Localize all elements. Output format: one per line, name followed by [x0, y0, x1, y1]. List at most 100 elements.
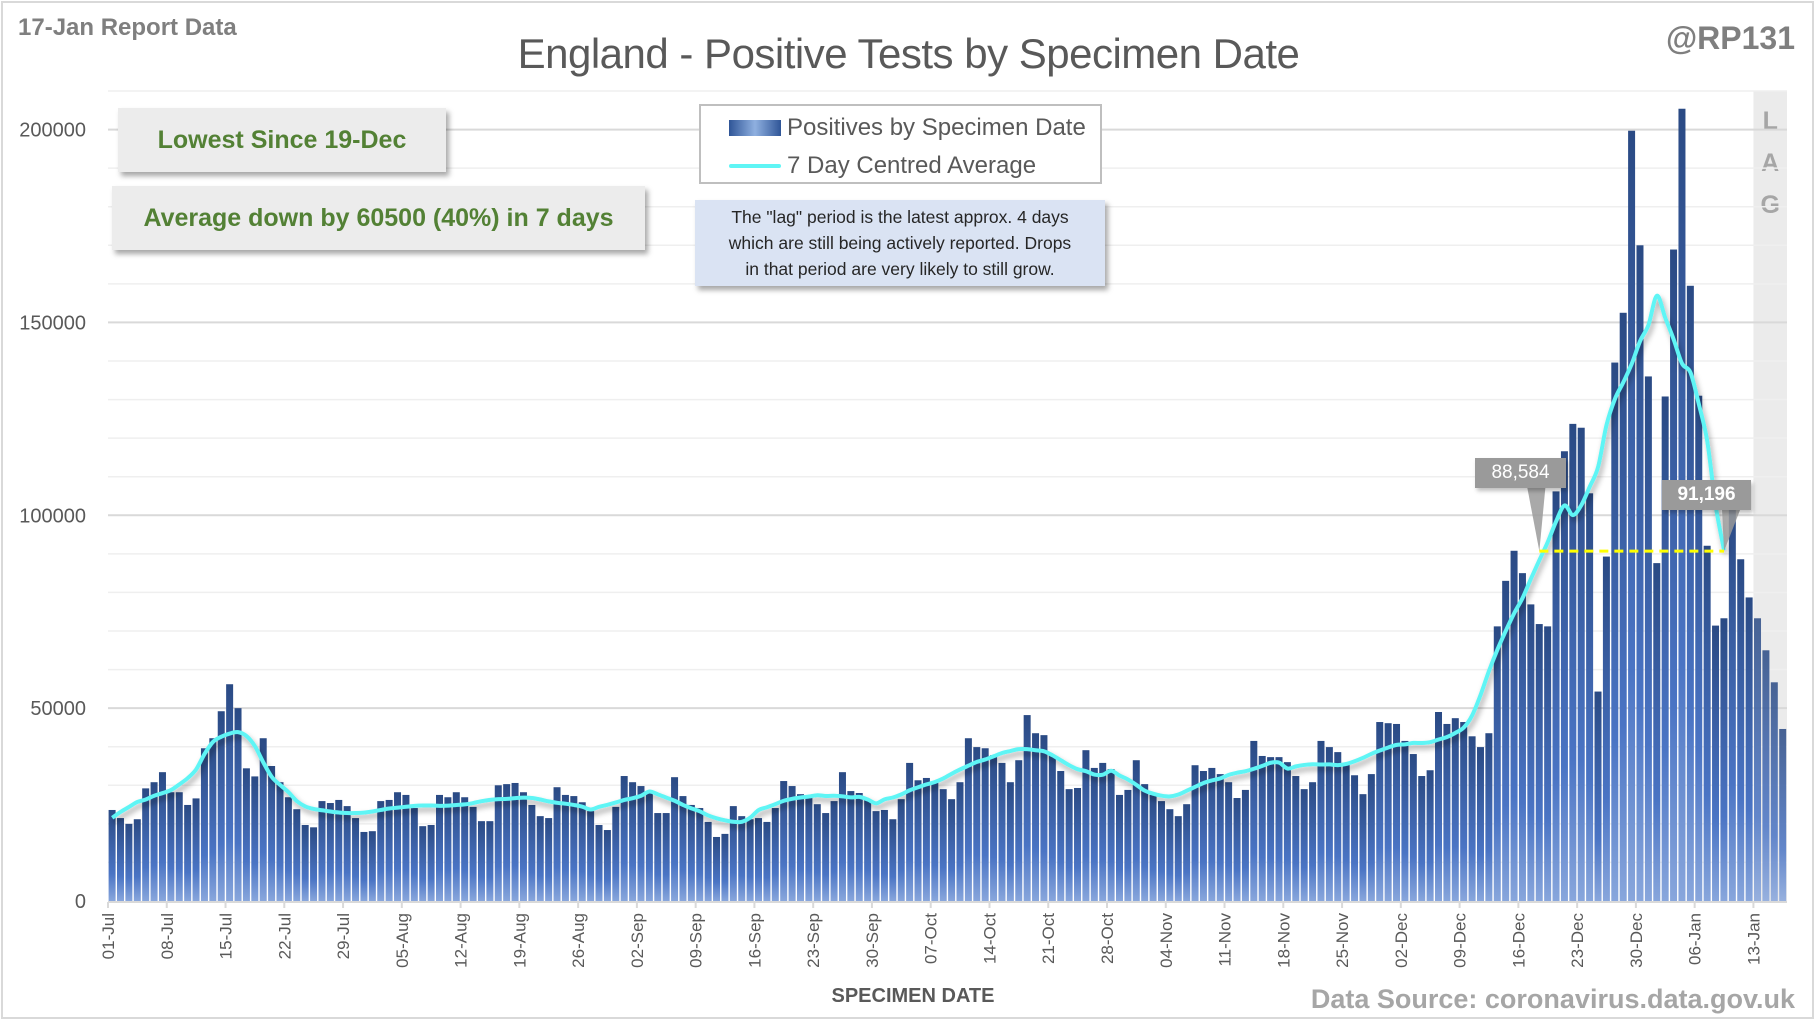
y-tick-label: 100000 — [19, 505, 86, 527]
author-handle: @RP131 — [1665, 20, 1795, 56]
bar — [864, 799, 872, 901]
bar — [1460, 722, 1468, 901]
average-change-callout: Average down by 60500 (40%) in 7 days — [112, 186, 645, 250]
bar — [1703, 545, 1711, 901]
x-tick-label: 21-Oct — [1039, 913, 1058, 964]
x-tick-label: 06-Jan — [1686, 913, 1705, 965]
bar — [914, 780, 922, 901]
bar — [1418, 776, 1426, 901]
bar — [1586, 493, 1594, 901]
bar — [1124, 789, 1132, 901]
bar — [721, 833, 729, 901]
bar — [1325, 747, 1333, 901]
bar — [368, 831, 376, 901]
bar — [755, 818, 763, 901]
bar — [1485, 733, 1493, 901]
bar — [746, 819, 754, 901]
bar — [1728, 508, 1736, 901]
y-tick-label: 200000 — [19, 120, 86, 142]
bar — [1250, 740, 1258, 901]
bar — [1619, 312, 1627, 901]
bar — [1779, 728, 1787, 901]
bar — [838, 772, 846, 901]
bar — [301, 825, 309, 901]
bar — [1233, 798, 1241, 901]
bar — [1006, 782, 1014, 901]
bar — [116, 818, 124, 901]
bar — [1132, 760, 1140, 901]
bar — [595, 825, 603, 901]
bar — [687, 804, 695, 901]
bar — [1258, 755, 1266, 901]
bar — [897, 799, 905, 901]
bar — [1594, 691, 1602, 901]
x-tick-label: 04-Nov — [1157, 913, 1176, 968]
bar — [503, 784, 511, 901]
x-tick-label: 19-Aug — [510, 913, 529, 968]
bar — [1476, 747, 1484, 901]
bar — [276, 782, 284, 901]
x-tick-label: 12-Aug — [452, 913, 471, 968]
bar — [1099, 762, 1107, 901]
bar — [855, 793, 863, 901]
bar — [561, 794, 569, 901]
bar — [419, 826, 427, 901]
bar — [998, 762, 1006, 901]
bar — [1116, 794, 1123, 901]
bar — [427, 825, 435, 901]
bar — [713, 836, 721, 901]
bar — [1317, 740, 1325, 901]
bar — [788, 786, 796, 901]
bar — [1577, 427, 1585, 901]
bar — [1754, 618, 1762, 901]
bar — [310, 827, 318, 901]
x-axis: 01-Jul 08-Jul 15-Jul 22-Jul 29-Jul 05-Aug 12-A… — [99, 901, 1787, 968]
lowest-since-text: Lowest Since 19-Dec — [157, 125, 407, 154]
bar — [1628, 130, 1636, 901]
average-line-group — [111, 293, 1727, 825]
bar — [402, 794, 410, 901]
bar — [1032, 733, 1040, 901]
bar — [1225, 782, 1233, 901]
bar — [200, 748, 208, 901]
bar — [217, 711, 225, 901]
bar — [1569, 423, 1577, 901]
bar — [1695, 395, 1703, 901]
bar — [1611, 362, 1619, 901]
legend-bar-swatch — [729, 120, 781, 136]
bar — [1384, 723, 1392, 901]
bar — [545, 818, 553, 901]
bar — [1300, 789, 1308, 901]
bar — [1401, 740, 1409, 901]
lag-letter: A — [1761, 149, 1779, 177]
x-tick-label: 02-Sep — [628, 913, 647, 968]
bar — [326, 803, 334, 901]
x-tick-label: 18-Nov — [1274, 913, 1293, 968]
bar — [1510, 550, 1518, 901]
bar — [1502, 580, 1510, 901]
value-callout-end-text: 91,196 — [1677, 484, 1736, 505]
bar — [469, 806, 477, 901]
x-tick-label: 07-Oct — [922, 913, 941, 964]
bar — [1074, 787, 1082, 901]
bar — [1560, 451, 1568, 901]
bar — [964, 738, 972, 901]
bar — [494, 785, 502, 901]
bar — [679, 796, 687, 901]
reference-line-group — [1527, 488, 1741, 553]
bar — [973, 747, 981, 901]
bar — [343, 806, 351, 901]
x-tick-label: 09-Sep — [687, 913, 706, 968]
bar — [175, 792, 183, 901]
bar — [1493, 626, 1501, 901]
bar — [553, 787, 561, 901]
bar — [1552, 491, 1560, 901]
bar — [108, 809, 116, 901]
bar — [620, 776, 628, 901]
bar — [259, 738, 267, 901]
x-tick-label: 23-Sep — [804, 913, 823, 968]
x-axis-title: SPECIMEN DATE — [831, 985, 995, 1007]
report-date-label: 17-Jan Report Data — [18, 14, 237, 41]
x-tick-label: 16-Dec — [1509, 913, 1528, 968]
